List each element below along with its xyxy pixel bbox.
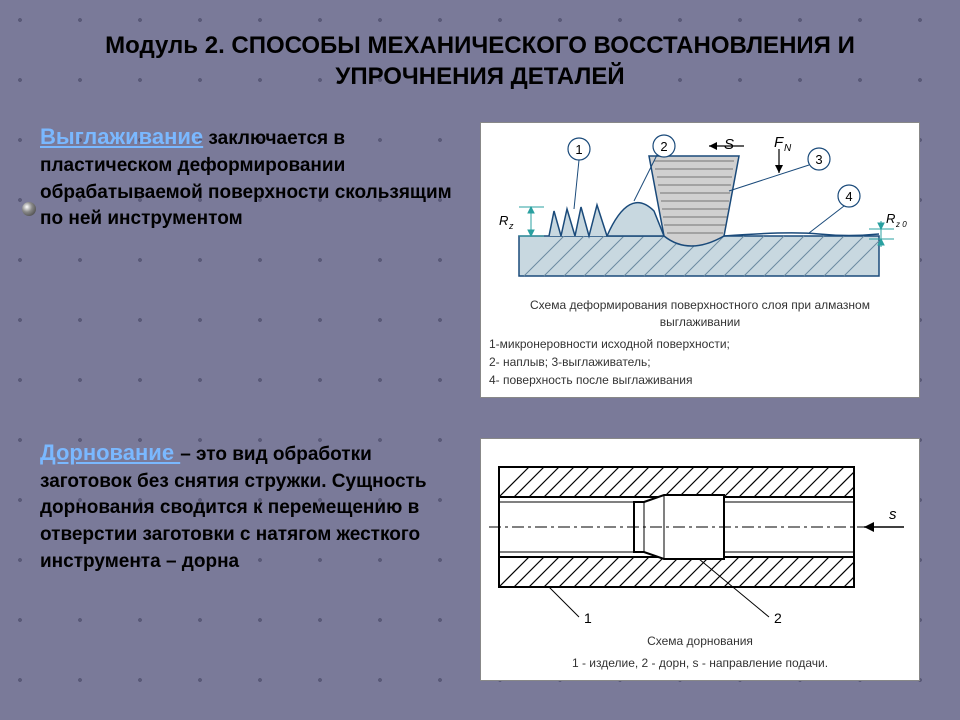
svg-text:3: 3 — [815, 152, 822, 167]
section-2-text: Дорнование – это вид обработки заготовок… — [40, 438, 460, 575]
figure-1-caption: Схема деформирования поверхностного слоя… — [489, 297, 911, 331]
svg-text:1: 1 — [584, 610, 592, 626]
figure-1-legend: 1-микронеровности исходной поверхности; … — [489, 335, 911, 389]
term-1: Выглаживание — [40, 124, 203, 149]
term-2: Дорнование — [40, 440, 180, 465]
slide-title: Модуль 2. СПОСОБЫ МЕХАНИЧЕСКОГО ВОССТАНО… — [40, 30, 920, 92]
figure-1: 1 2 3 4 S F N — [480, 122, 920, 398]
svg-text:s: s — [889, 506, 897, 523]
svg-text:R: R — [499, 213, 508, 228]
svg-text:F: F — [774, 134, 784, 151]
section-1-text: Выглаживание заключается в пластическом … — [40, 122, 460, 233]
bullet-icon — [22, 202, 36, 216]
diagram-1: 1 2 3 4 S F N — [489, 131, 909, 291]
figure-2-caption: Схема дорнования — [489, 633, 911, 650]
section-2: Дорнование – это вид обработки заготовок… — [40, 438, 920, 681]
svg-text:R: R — [886, 211, 895, 226]
diagram-2: s 1 2 — [489, 447, 909, 627]
figure-2-legend: 1 - изделие, 2 - дорн, s - направление п… — [489, 654, 911, 672]
section-1: Выглаживание заключается в пластическом … — [40, 122, 920, 398]
svg-text:4: 4 — [845, 189, 852, 204]
svg-text:z 0: z 0 — [895, 220, 907, 229]
svg-text:1: 1 — [575, 142, 582, 157]
svg-text:S: S — [724, 136, 734, 153]
svg-text:z: z — [508, 221, 514, 231]
svg-text:2: 2 — [774, 610, 782, 626]
svg-text:2: 2 — [660, 139, 667, 154]
svg-text:N: N — [784, 143, 792, 154]
figure-2: s 1 2 Схема дорнования 1 - изделие, 2 - … — [480, 438, 920, 681]
